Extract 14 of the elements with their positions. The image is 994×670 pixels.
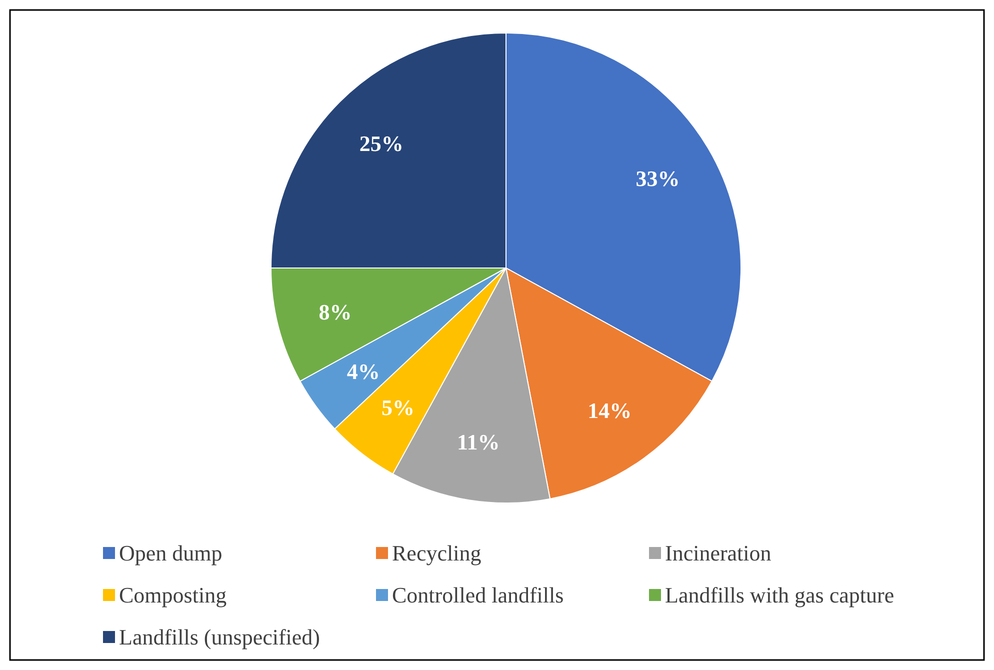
legend-label: Recycling	[392, 540, 482, 566]
data-label: 5%	[381, 394, 414, 420]
data-label: 4%	[346, 359, 380, 384]
legend-label: Landfills (unspecified)	[119, 624, 320, 650]
legend-label: Landfills with gas capture	[665, 582, 894, 608]
data-label: 11%	[457, 430, 500, 455]
legend-label: Open dump	[119, 540, 222, 566]
data-label: 8%	[318, 299, 352, 324]
legend-label: Incineration	[665, 540, 772, 566]
legend-label: Composting	[119, 582, 227, 608]
data-label: 25%	[359, 130, 404, 156]
data-label: 33%	[636, 166, 680, 191]
legend-label: Controlled landfills	[392, 582, 564, 608]
data-label: 14%	[588, 398, 632, 424]
